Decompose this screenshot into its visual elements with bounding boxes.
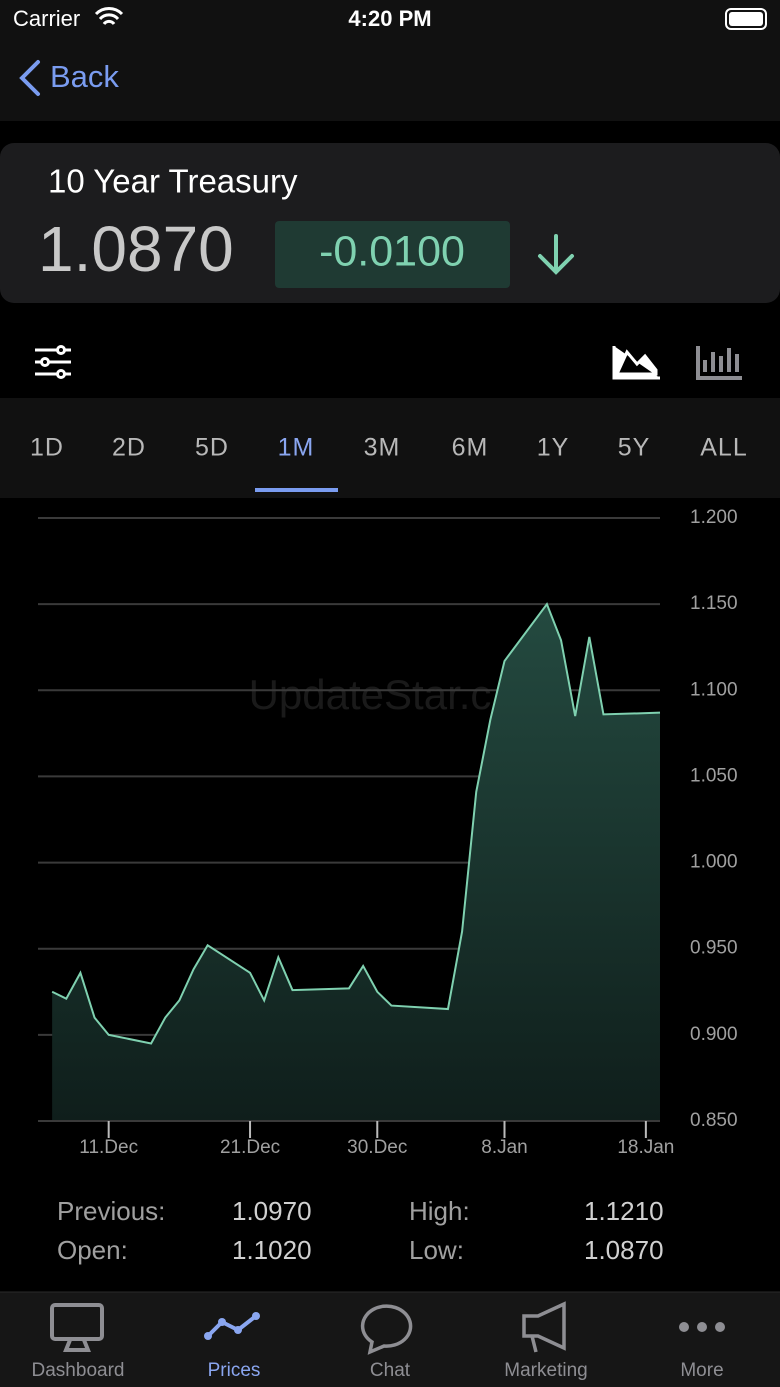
y-tick-label: 0.850: [690, 1110, 738, 1131]
range-tab[interactable]: 2D: [112, 434, 146, 462]
stat-value: 1.1020: [232, 1235, 312, 1265]
tab-label[interactable]: Marketing: [504, 1360, 587, 1381]
clock: 4:20 PM: [348, 6, 431, 31]
tab-label[interactable]: Prices: [208, 1360, 261, 1381]
back-label[interactable]: Back: [50, 59, 119, 94]
range-tab[interactable]: 1D: [30, 434, 64, 462]
y-tick-label: 1.050: [690, 765, 738, 786]
change: -0.0100: [319, 227, 465, 275]
dashboard-icon[interactable]: [50, 1303, 104, 1352]
y-tick-label: 1.150: [690, 593, 738, 614]
x-tick-label: 30.Dec: [347, 1137, 407, 1158]
range-tab[interactable]: 1Y: [537, 434, 570, 462]
y-tick-label: 0.900: [690, 1024, 738, 1045]
x-tick-label: 21.Dec: [220, 1137, 280, 1158]
tab-label[interactable]: More: [680, 1360, 723, 1381]
price: 1.0870: [38, 213, 234, 285]
more-icon[interactable]: [679, 1322, 725, 1332]
chat-icon[interactable]: [360, 1304, 413, 1355]
range-tab[interactable]: 5Y: [618, 434, 651, 462]
range-tab[interactable]: 6M: [452, 434, 489, 462]
watermark: UpdateStar.c: [249, 671, 492, 718]
instrument-name: 10 Year Treasury: [48, 163, 298, 200]
tab-labels: Dashboard Prices Chat Marketing More: [32, 1360, 724, 1381]
carrier: Carrier: [13, 6, 80, 31]
range-tab[interactable]: 1M: [278, 434, 315, 462]
stat-label: High:: [409, 1196, 470, 1226]
marketing-icon[interactable]: [522, 1301, 566, 1353]
settings-icon[interactable]: [35, 345, 71, 379]
x-tick-label: 11.Dec: [79, 1137, 138, 1158]
range-tab[interactable]: ALL: [700, 434, 747, 462]
x-tick-label: 18.Jan: [617, 1137, 674, 1158]
y-tick-label: 1.000: [690, 852, 738, 873]
back-chevron: [19, 60, 40, 96]
area-chart-icon[interactable]: [612, 346, 660, 380]
battery-level: [729, 12, 763, 26]
x-tick-label: 8.Jan: [481, 1137, 527, 1158]
stats: Previous: 1.0970 High: 1.1210 Open: 1.1020 Low…: [57, 1196, 664, 1265]
tab-label[interactable]: Dashboard: [32, 1360, 125, 1381]
stat-value: 1.0970: [232, 1196, 312, 1226]
prices-icon[interactable]: [206, 1314, 258, 1338]
range-tab[interactable]: 5D: [195, 434, 229, 462]
bar-chart-icon[interactable]: [696, 346, 742, 380]
wifi-icon: [94, 7, 124, 26]
stat-value: 1.0870: [584, 1235, 664, 1265]
y-tick-label: 0.950: [690, 938, 738, 959]
back-button[interactable]: Back: [19, 59, 119, 96]
y-tick-label: 1.100: [690, 679, 738, 700]
stat-value: 1.1210: [584, 1196, 664, 1226]
stat-label: Previous:: [57, 1196, 165, 1226]
range-underline: [255, 488, 338, 492]
range-tab[interactable]: 3M: [364, 434, 401, 462]
line: [51, 602, 661, 1045]
y-tick-label: 1.200: [690, 507, 738, 528]
range-tabs: 1D 2D 5D 1M 3M 6M 1Y 5Y ALL: [30, 434, 747, 492]
stat-label: Low:: [409, 1235, 464, 1265]
stat-label: Open:: [57, 1235, 128, 1265]
battery: [725, 8, 767, 30]
down-arrow: [538, 234, 574, 275]
top-bar: [0, 0, 780, 121]
change-box: [275, 221, 510, 288]
tab-label[interactable]: Chat: [370, 1360, 411, 1381]
range-bar: [0, 398, 780, 498]
chart: 0.850 0.900 0.950 1.000 1.050 1.100 1.150 1.200…: [38, 507, 738, 1158]
area: [52, 604, 661, 1121]
